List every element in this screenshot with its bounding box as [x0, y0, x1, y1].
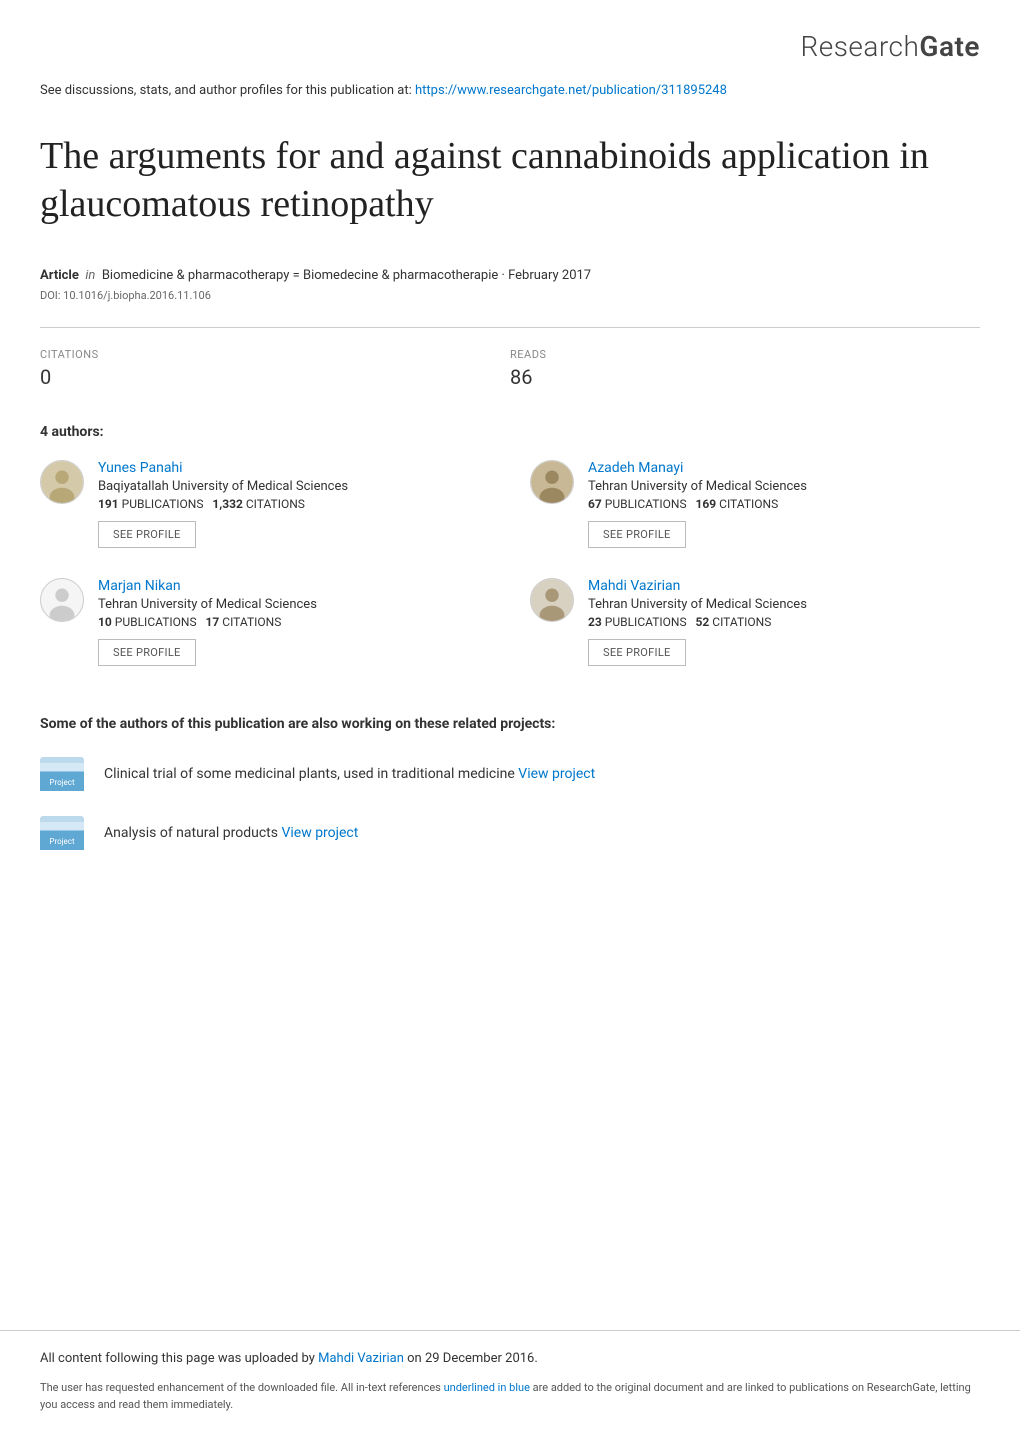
pubs-label: PUBLICATIONS [605, 497, 687, 511]
pubs-count: 191 [98, 497, 119, 511]
avatar[interactable] [530, 578, 574, 622]
logo-prefix: Research [800, 30, 919, 63]
uploaded-prefix: All content following this page was uplo… [40, 1351, 318, 1366]
see-profile-button[interactable]: SEE PROFILE [98, 521, 196, 548]
project-text: Analysis of natural products View projec… [104, 825, 358, 841]
author-stats: 10 PUBLICATIONS 17 CITATIONS [98, 615, 490, 629]
page-footer: All content following this page was uplo… [0, 1330, 1020, 1443]
cites-label: CITATIONS [222, 615, 281, 629]
projects-heading: Some of the authors of this publication … [40, 716, 980, 732]
cites-label: CITATIONS [712, 615, 771, 629]
author-info: Marjan Nikan Tehran University of Medica… [98, 578, 490, 666]
author-stats: 67 PUBLICATIONS 169 CITATIONS [588, 497, 980, 511]
footer-disclaimer: The user has requested enhancement of th… [40, 1380, 980, 1413]
cites-label: CITATIONS [719, 497, 778, 511]
author-affiliation: Baqiyatallah University of Medical Scien… [98, 479, 490, 494]
view-project-link[interactable]: View project [281, 825, 358, 841]
author-name-link[interactable]: Mahdi Vazirian [588, 578, 980, 594]
see-profile-button[interactable]: SEE PROFILE [588, 639, 686, 666]
publication-meta: Article in Biomedicine & pharmacotherapy… [40, 268, 980, 283]
pubs-count: 23 [588, 615, 602, 629]
cites-count: 17 [206, 615, 220, 629]
author-card: Mahdi Vazirian Tehran University of Medi… [530, 578, 980, 666]
project-text: Clinical trial of some medicinal plants,… [104, 766, 595, 782]
pubs-label: PUBLICATIONS [115, 615, 197, 629]
cites-count: 1,332 [212, 497, 243, 511]
uploaded-suffix: on 29 December 2016. [404, 1351, 538, 1366]
cites-label: CITATIONS [246, 497, 305, 511]
project-title: Clinical trial of some medicinal plants,… [104, 766, 518, 782]
stats-row: CITATIONS 0 READS 86 [40, 327, 980, 389]
project-folder-icon: Project [40, 757, 84, 791]
avatar[interactable] [40, 460, 84, 504]
reads-block: READS 86 [510, 348, 980, 389]
main-content: See discussions, stats, and author profi… [0, 83, 1020, 915]
project-title: Analysis of natural products [104, 825, 281, 841]
author-stats: 23 PUBLICATIONS 52 CITATIONS [588, 615, 980, 629]
project-folder-icon: Project [40, 816, 84, 850]
uploader-link[interactable]: Mahdi Vazirian [318, 1351, 404, 1366]
author-affiliation: Tehran University of Medical Sciences [98, 597, 490, 612]
author-affiliation: Tehran University of Medical Sciences [588, 479, 980, 494]
authors-grid: Yunes Panahi Baqiyatallah University of … [40, 460, 980, 666]
underlined-blue-text: underlined in blue [444, 1381, 530, 1394]
see-profile-button[interactable]: SEE PROFILE [588, 521, 686, 548]
cites-count: 52 [696, 615, 710, 629]
pubs-count: 67 [588, 497, 602, 511]
view-project-link[interactable]: View project [518, 766, 595, 782]
publication-url-link[interactable]: https://www.researchgate.net/publication… [415, 83, 727, 98]
author-info: Mahdi Vazirian Tehran University of Medi… [588, 578, 980, 666]
pubs-label: PUBLICATIONS [122, 497, 204, 511]
pubs-label: PUBLICATIONS [605, 615, 687, 629]
author-card: Azadeh Manayi Tehran University of Medic… [530, 460, 980, 548]
avatar-placeholder-icon [41, 579, 83, 621]
uploaded-by-line: All content following this page was uplo… [40, 1351, 980, 1366]
disclaimer-prefix: The user has requested enhancement of th… [40, 1381, 444, 1394]
discussions-line: See discussions, stats, and author profi… [40, 83, 980, 98]
researchgate-logo[interactable]: ResearchGate [40, 30, 980, 63]
see-profile-button[interactable]: SEE PROFILE [98, 639, 196, 666]
cites-count: 169 [696, 497, 717, 511]
project-row: Project Clinical trial of some medicinal… [40, 757, 980, 791]
avatar-placeholder-icon [531, 579, 573, 621]
doi-text: DOI: 10.1016/j.biopha.2016.11.106 [40, 289, 980, 302]
author-affiliation: Tehran University of Medical Sciences [588, 597, 980, 612]
author-info: Azadeh Manayi Tehran University of Medic… [588, 460, 980, 548]
publication-title: The arguments for and against cannabinoi… [40, 133, 980, 228]
pubs-count: 10 [98, 615, 112, 629]
author-name-link[interactable]: Azadeh Manayi [588, 460, 980, 476]
page-header: ResearchGate [0, 0, 1020, 83]
reads-value: 86 [510, 365, 980, 389]
reads-label: READS [510, 348, 980, 361]
citations-block: CITATIONS 0 [40, 348, 510, 389]
author-stats: 191 PUBLICATIONS 1,332 CITATIONS [98, 497, 490, 511]
project-row: Project Analysis of natural products Vie… [40, 816, 980, 850]
journal-name: Biomedicine & pharmacotherapy = Biomedec… [102, 268, 591, 283]
author-name-link[interactable]: Yunes Panahi [98, 460, 490, 476]
publication-type: Article [40, 268, 79, 283]
author-info: Yunes Panahi Baqiyatallah University of … [98, 460, 490, 548]
avatar[interactable] [530, 460, 574, 504]
discussions-prefix: See discussions, stats, and author profi… [40, 83, 415, 98]
author-card: Marjan Nikan Tehran University of Medica… [40, 578, 490, 666]
avatar[interactable] [40, 578, 84, 622]
logo-suffix: Gate [919, 30, 980, 63]
in-word: in [85, 268, 95, 283]
avatar-placeholder-icon [531, 461, 573, 503]
author-card: Yunes Panahi Baqiyatallah University of … [40, 460, 490, 548]
citations-label: CITATIONS [40, 348, 510, 361]
authors-count: 4 authors: [40, 424, 980, 440]
citations-value: 0 [40, 365, 510, 389]
avatar-placeholder-icon [41, 461, 83, 503]
author-name-link[interactable]: Marjan Nikan [98, 578, 490, 594]
